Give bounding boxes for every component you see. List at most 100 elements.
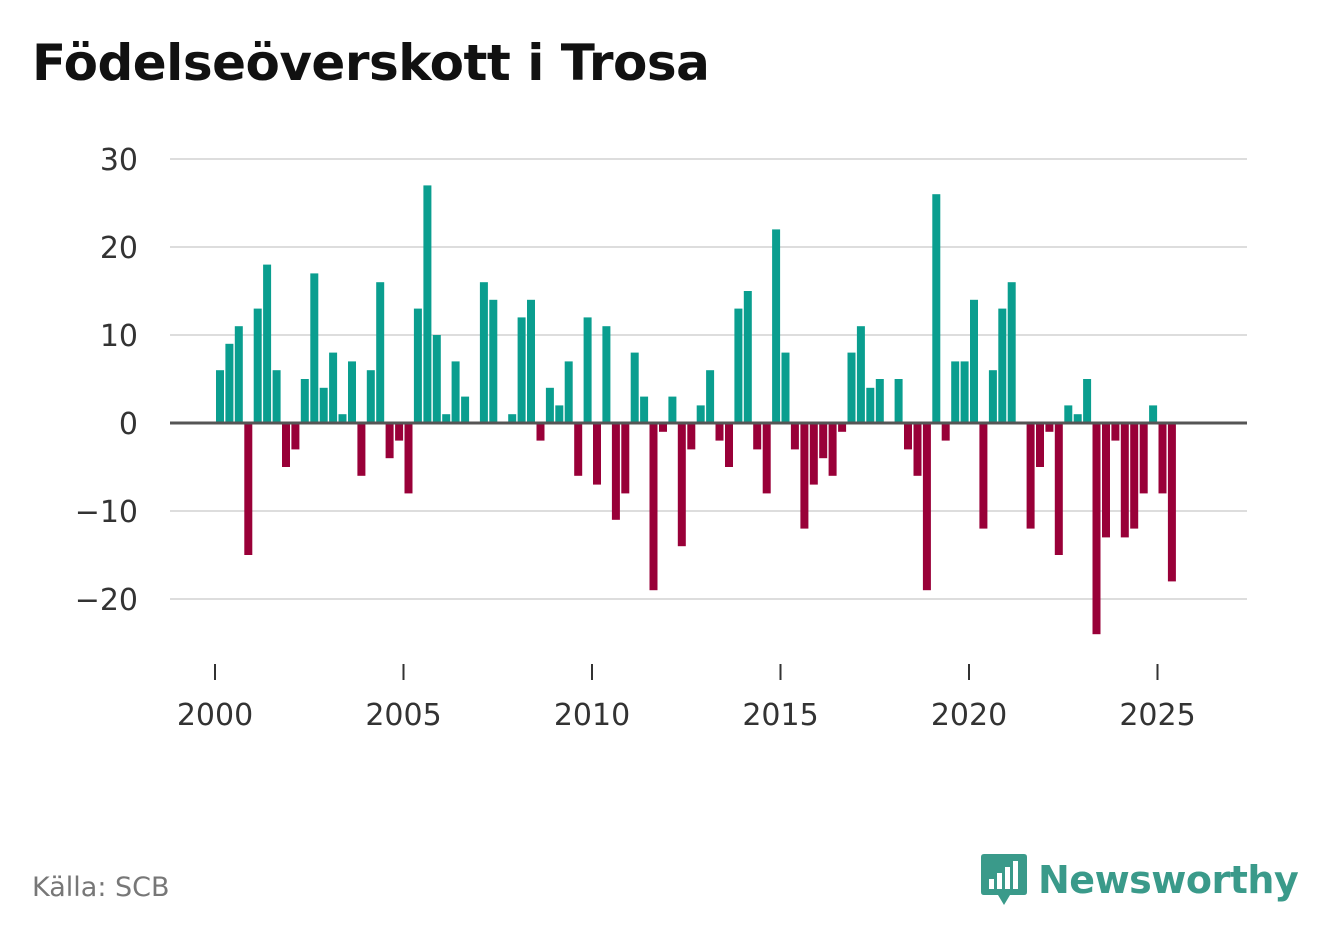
bar [253,308,262,423]
bar [564,361,573,423]
bar [357,423,366,476]
bar [555,405,564,423]
bar [574,423,583,476]
bar [649,423,658,591]
bar [404,423,413,494]
bar [1054,423,1063,555]
bar [395,423,404,441]
bar [348,361,356,423]
bar [1036,423,1044,467]
bar [677,423,686,547]
bar [527,299,535,423]
chart-title: Födelseöverskott i Trosa [32,34,710,92]
bar [1111,423,1120,441]
brand-name: Newsworthy [1038,858,1299,902]
x-tick-label: 2020 [931,698,1007,733]
bar [960,361,969,423]
bar [979,423,988,529]
y-tick-label: 20 [100,231,138,266]
bar [376,282,385,423]
bar [753,423,762,450]
y-tick-label: 0 [119,407,138,442]
x-axis: 2000 2005 2010 2015 2020 2025 [177,664,1196,733]
bar [659,423,667,432]
bar [508,414,517,423]
bar [216,370,224,423]
bar [866,387,875,423]
bar [1045,423,1054,432]
bar [640,396,649,423]
bar [706,370,715,423]
bar [913,423,922,476]
bar [319,387,328,423]
bar [545,387,554,423]
bar [385,423,394,459]
bar [1158,423,1167,494]
bar [1149,405,1158,423]
source-note: Källa: SCB [32,872,170,903]
newsworthy-logo[interactable]: Newsworthy [980,852,1299,908]
bar [461,396,470,423]
bar [1102,423,1110,538]
y-tick-label: −10 [75,495,138,530]
bar [847,352,856,423]
bar [423,185,432,423]
bar [696,405,705,423]
bar [941,423,950,441]
x-tick-label: 2010 [554,698,630,733]
bar [338,414,347,423]
bar [819,423,828,459]
bar [272,370,281,423]
bar [611,423,620,520]
bar [856,326,865,423]
bar [1167,423,1176,582]
gridlines [170,158,1247,600]
bar [1083,379,1092,423]
bar [875,379,884,423]
bar [1130,423,1139,529]
bar [1092,423,1101,635]
bar [291,423,300,450]
bar [988,370,997,423]
bars [216,185,1176,635]
bar [743,291,752,423]
bar [244,423,253,555]
bar [809,423,818,485]
bar [583,317,592,423]
bar [734,308,743,423]
y-axis: 30 20 10 0 −10 −20 [75,143,138,618]
bar [602,326,611,423]
y-tick-label: −20 [75,583,138,618]
bar [781,352,790,423]
bar [762,423,771,494]
bar [451,361,460,423]
bar [1007,282,1016,423]
x-tick-label: 2000 [177,698,253,733]
bar [1026,423,1035,529]
bar [310,273,319,423]
x-tick-label: 2005 [365,698,441,733]
bar [630,352,639,423]
bar [894,379,903,423]
bar [329,352,338,423]
x-tick-label: 2025 [1119,698,1195,733]
bar [790,423,799,450]
bar [263,264,272,423]
bar [922,423,931,591]
bar [998,308,1007,423]
bar [366,370,375,423]
bar [489,299,498,423]
bar [687,423,696,450]
bar [904,423,912,450]
bar [413,308,422,423]
bar [800,423,809,529]
x-tick-label: 2015 [742,698,818,733]
bar [838,423,847,432]
bar [715,423,724,441]
bar [1073,414,1082,423]
bar [932,194,941,423]
bar [225,343,234,423]
bar [772,229,781,423]
bar [300,379,309,423]
